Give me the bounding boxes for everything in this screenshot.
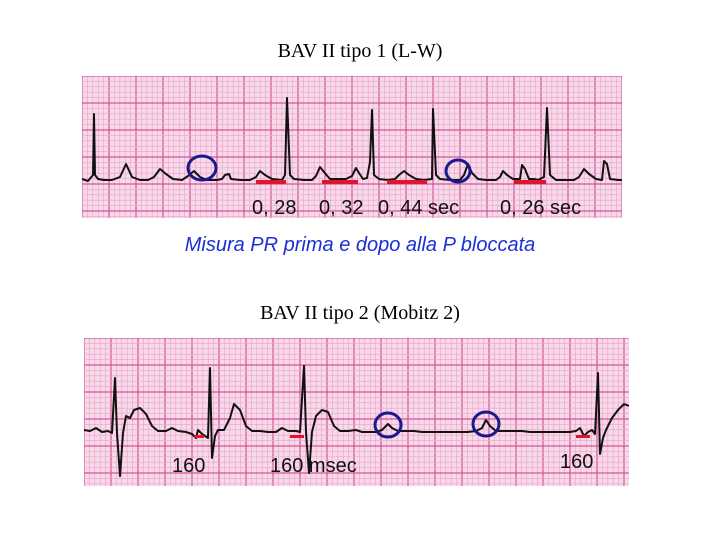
pr-interval-marker [256, 180, 286, 184]
pr-interval-marker [387, 180, 427, 184]
blocked-p-wave-circle [444, 158, 472, 184]
ecg-strip-bottom: 160 160 msec 160 [84, 338, 629, 486]
pr-label-1: 0, 28 [252, 197, 296, 218]
pr-label-2: 160 msec [270, 455, 357, 477]
blocked-p-wave-circle [373, 411, 403, 439]
ecg-strip-top: 0, 28 0, 32 0, 44 sec 0, 26 sec [82, 76, 622, 218]
blocked-p-wave-circle [186, 154, 218, 182]
grid-lines [82, 76, 622, 218]
pr-label-3: 160 [560, 451, 593, 473]
ecg-trace [82, 97, 622, 182]
pr-label-3: 0, 44 sec [378, 197, 459, 218]
ecg-trace [84, 365, 629, 477]
pr-interval-marker [290, 435, 304, 438]
pr-interval-marker [576, 435, 590, 438]
grid-background [84, 338, 629, 486]
title-bav-tipo-2: BAV II tipo 2 (Mobitz 2) [260, 302, 460, 324]
pr-label-4: 0, 26 sec [500, 197, 581, 218]
pr-label-2: 0, 32 [319, 197, 363, 218]
pr-label-1: 160 [172, 455, 205, 477]
pr-interval-marker [514, 180, 546, 184]
title-bav-tipo-1: BAV II tipo 1 (L-W) [277, 40, 443, 62]
blocked-p-wave-circle [471, 410, 501, 438]
caption-misura-pr: Misura PR prima e dopo alla P bloccata [184, 234, 536, 256]
pr-interval-marker [322, 180, 358, 184]
pr-interval-marker [194, 435, 204, 438]
